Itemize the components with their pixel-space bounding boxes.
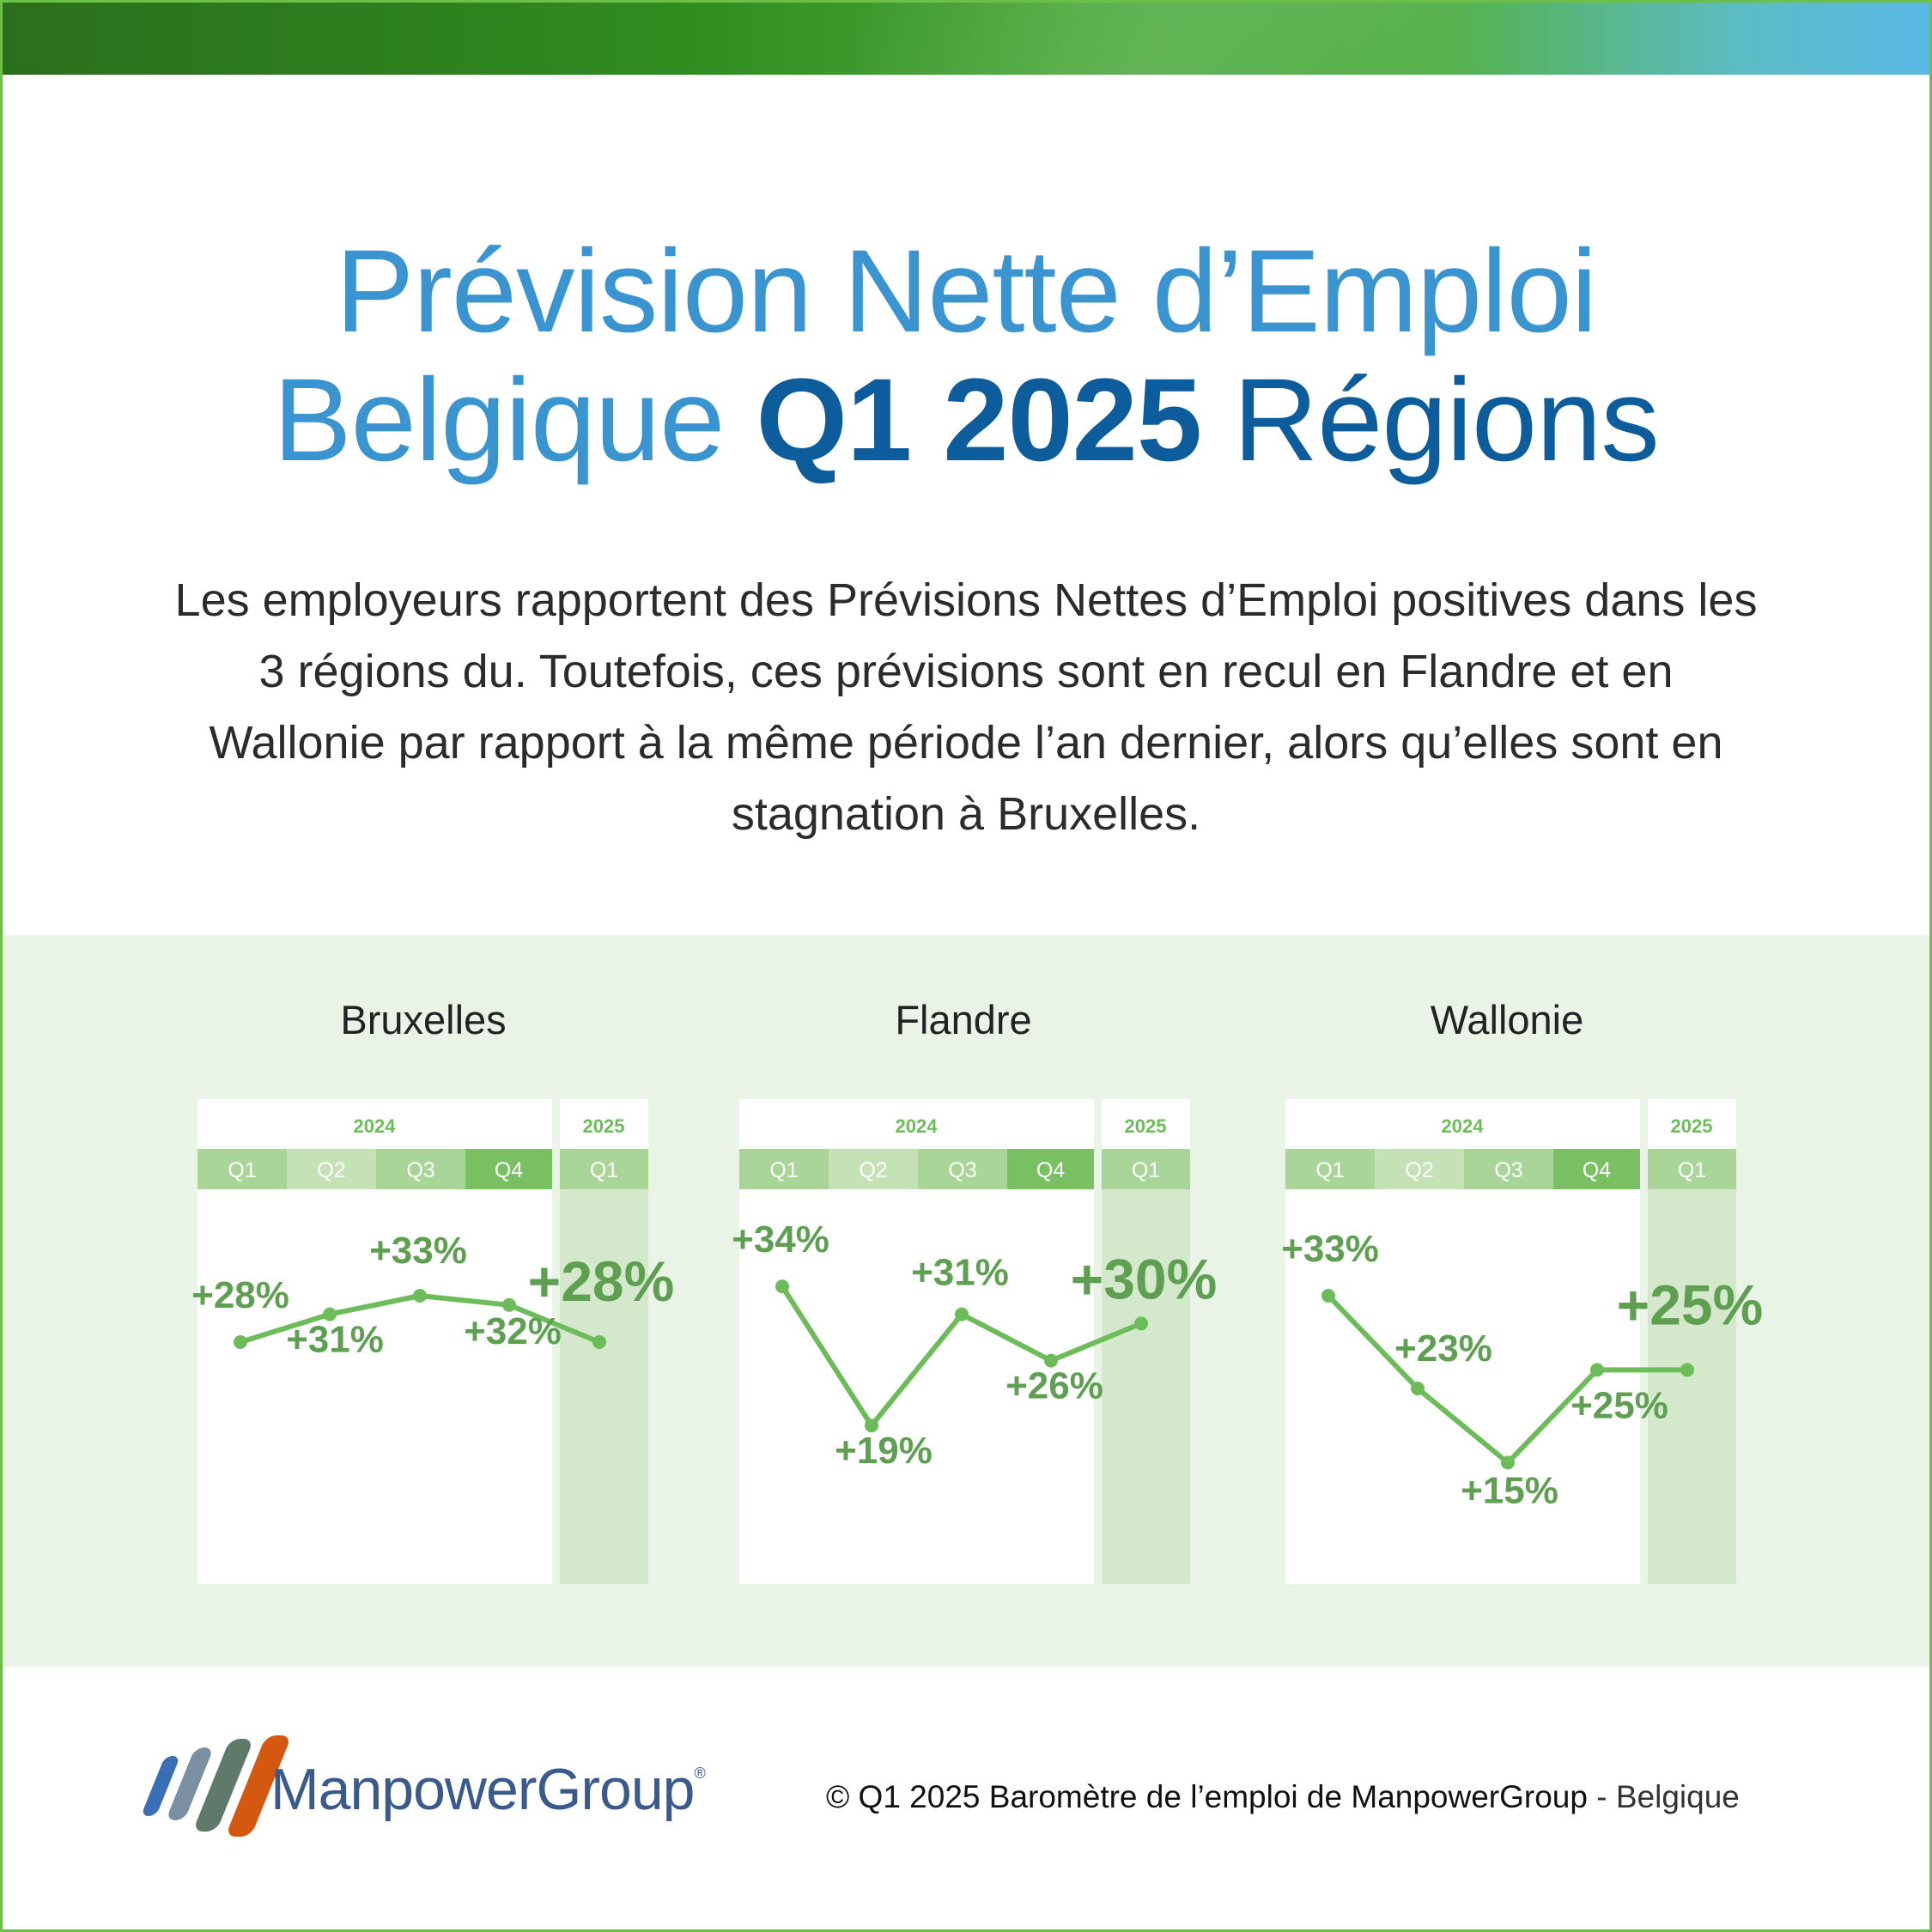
data-point [1321, 1289, 1335, 1303]
highlight-column [1102, 1189, 1190, 1584]
quarter-header-cell [560, 1149, 648, 1189]
data-label: +19% [835, 1430, 933, 1472]
title-regions: Régions [1233, 355, 1660, 486]
brand-text: ManpowerGroup [270, 1757, 695, 1822]
brand-name: ManpowerGroup® [270, 1756, 706, 1823]
quarter-header-cell [918, 1149, 1007, 1189]
quarter-header-cell [1007, 1149, 1094, 1189]
panel-title-wallonie: Wallonie [1430, 997, 1584, 1042]
copyright-country: Belgique [1615, 1779, 1740, 1814]
data-point [865, 1419, 878, 1433]
quarter-header-cell [376, 1149, 465, 1189]
year-label-2025: 2025 [1671, 1115, 1713, 1137]
quarter-tick-label: Q4 [495, 1158, 523, 1182]
data-label: +31% [911, 1252, 1009, 1294]
top-gradient-band [0, 0, 1932, 75]
quarter-tick-label: Q3 [948, 1158, 976, 1182]
data-label: +33% [369, 1230, 467, 1272]
data-label: +26% [1005, 1365, 1103, 1407]
quarter-tick-label: Q1 [1678, 1158, 1706, 1182]
quarter-tick-label: Q4 [1583, 1158, 1611, 1182]
chart-svg: 2024 2025 Q1 Q2 Q3 Q4 Q1 +33% +23% +15% +25% +25% [1281, 1099, 1763, 1584]
data-point [1501, 1455, 1515, 1470]
year-label-2025: 2025 [583, 1115, 625, 1137]
data-label: +28% [191, 1274, 289, 1316]
footer-copyright: © Q1 2025 Baromètre de l’emploi de Manpo… [826, 1779, 1740, 1815]
quarter-tick-label: Q1 [590, 1158, 618, 1182]
quarter-header-cell [829, 1149, 918, 1189]
quarter-header-cell [1375, 1149, 1464, 1189]
chart-bruxelles: 2024 2025 Q1 Q2 Q3 Q4 Q1 +28% +31% +33% +32% +28% [191, 1099, 674, 1584]
title-period: Q1 2025 [756, 355, 1202, 486]
data-label: +32% [464, 1310, 562, 1352]
data-label: +23% [1394, 1327, 1492, 1370]
data-label-highlight: +25% [1617, 1273, 1764, 1336]
panel-title-flandre: Flandre [895, 997, 1032, 1042]
quarter-header-cell [1648, 1149, 1736, 1189]
data-point [323, 1307, 337, 1321]
quarter-header-cell [197, 1149, 287, 1189]
brand-registered: ® [694, 1765, 705, 1782]
chart-svg: 2024 2025 Q1 Q2 Q3 Q4 Q1 +34% +19% +31% +26% +30% [732, 1099, 1217, 1584]
year-label-2025: 2025 [1125, 1115, 1167, 1137]
data-point [502, 1297, 516, 1312]
data-point [1590, 1363, 1604, 1377]
quarter-tick-label: Q2 [859, 1158, 887, 1182]
quarter-tick-label: Q1 [1315, 1158, 1344, 1182]
year-label-2024: 2024 [354, 1115, 397, 1137]
quarter-tick-label: Q3 [1494, 1158, 1522, 1182]
chart-wallonie: 2024 2025 Q1 Q2 Q3 Q4 Q1 +33% +23% +15% +25% +25% [1281, 1099, 1763, 1584]
quarter-header-cell [287, 1149, 376, 1189]
data-point [413, 1289, 427, 1303]
quarter-header-cell [739, 1149, 829, 1189]
data-point [234, 1335, 247, 1349]
data-label: +34% [732, 1218, 829, 1261]
page-title-line2: Belgique Q1 2025 Régions [0, 356, 1932, 485]
title-belgique: Belgique [273, 355, 725, 486]
copyright-text: © Q1 2025 Baromètre de l’emploi de Manpo… [826, 1779, 1588, 1814]
quarter-tick-label: Q3 [406, 1158, 434, 1182]
quarter-tick-label: Q2 [317, 1158, 345, 1182]
data-label: +25% [1571, 1384, 1668, 1426]
panel-title-bruxelles: Bruxelles [340, 997, 507, 1042]
quarter-tick-label: Q2 [1405, 1158, 1433, 1182]
year-label-2024: 2024 [896, 1115, 939, 1137]
data-label-highlight: +30% [1071, 1247, 1218, 1310]
quarter-tick-label: Q4 [1036, 1158, 1065, 1182]
data-point [775, 1279, 789, 1294]
data-label: +31% [286, 1319, 384, 1361]
quarter-tick-label: Q1 [1132, 1158, 1160, 1182]
intro-paragraph: Les employeurs rapportent des Prévisions… [174, 574, 1758, 840]
data-point [1044, 1353, 1058, 1368]
data-point [1680, 1363, 1694, 1377]
highlight-column [1648, 1189, 1736, 1584]
quarter-header-cell [1102, 1149, 1190, 1189]
data-point [1411, 1382, 1425, 1395]
chart-flandre: 2024 2025 Q1 Q2 Q3 Q4 Q1 +34% +19% +31% +26% +30% [732, 1099, 1217, 1584]
quarter-header-cell [1553, 1149, 1640, 1189]
data-point [1134, 1316, 1148, 1331]
quarter-header-cell [465, 1149, 552, 1189]
quarter-header-cell [1285, 1149, 1375, 1189]
data-label: +15% [1461, 1469, 1558, 1511]
copyright-separator: - [1587, 1779, 1616, 1814]
highlight-column [560, 1189, 648, 1584]
year-label-2024: 2024 [1442, 1115, 1485, 1137]
quarter-tick-label: Q1 [228, 1158, 256, 1182]
data-point [955, 1307, 969, 1321]
data-label: +33% [1281, 1228, 1379, 1270]
page-title-line1: Prévision Nette d’Emploi [335, 226, 1597, 357]
band-shine [859, 0, 1460, 75]
data-point [592, 1335, 606, 1349]
quarter-tick-label: Q1 [769, 1158, 798, 1182]
data-label-highlight: +28% [528, 1249, 675, 1313]
quarter-header-cell [1464, 1149, 1553, 1189]
